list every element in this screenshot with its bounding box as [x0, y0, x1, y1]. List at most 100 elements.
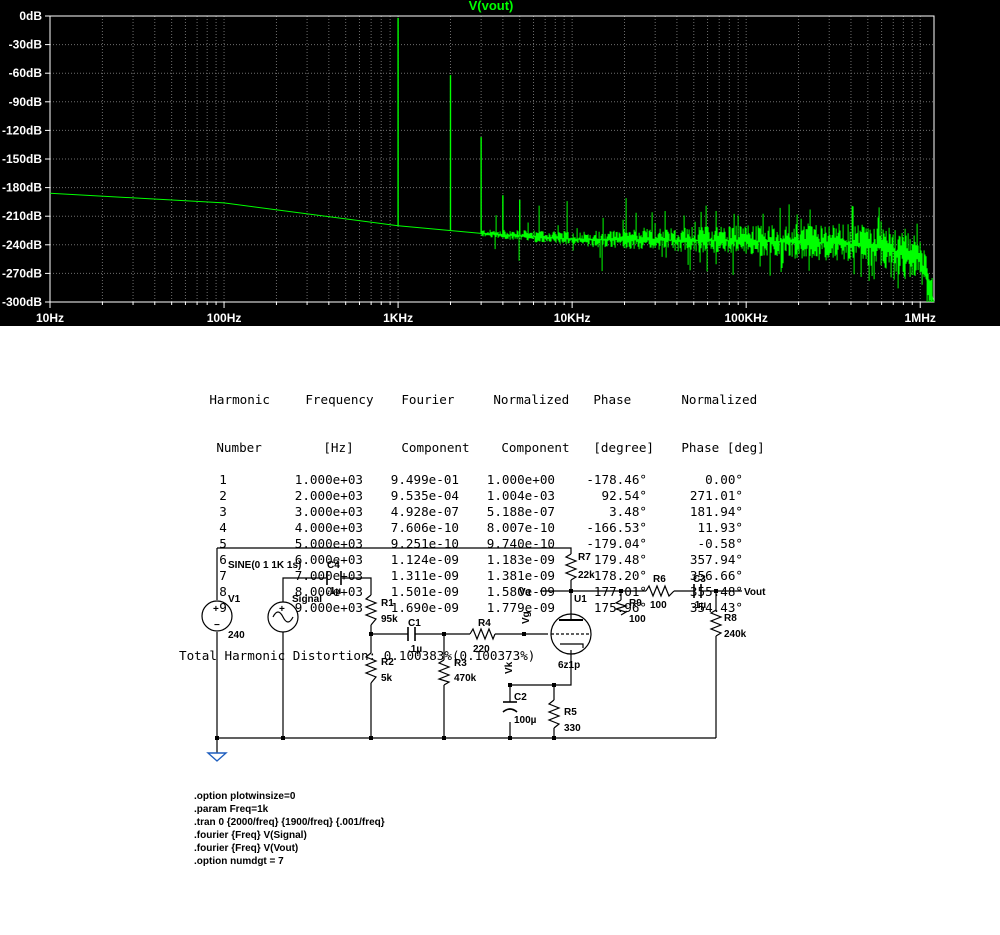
table-cell: 1.501e-09 [390, 584, 459, 599]
x-tick-label: 100Hz [207, 311, 242, 325]
source-symbols: + − + [201, 600, 299, 633]
table-cell: 1.779e-09 [486, 600, 555, 615]
r2-symbol [364, 652, 378, 684]
resistor-symbols [364, 553, 723, 729]
c1-name: C1 [408, 618, 421, 629]
plot-grid [45, 15, 935, 308]
directive-line: .option numdgt = 7 [194, 856, 284, 867]
table-cell: 7.606e-10 [390, 520, 459, 535]
table-cell: 1.690e-09 [390, 600, 459, 615]
junction-dots [215, 589, 718, 740]
table-row: 3 3.000e+03 4.928e-07 5.188e-07 3.48° 181.94° [179, 504, 781, 520]
table-cell: 3.48° [609, 504, 647, 519]
r5-name: R5 [564, 707, 577, 718]
r4-value: 220 [473, 644, 490, 655]
table-row: 88.000e+031.501e-091.580e-09177.01°355.4… [179, 584, 781, 600]
directive-line: .tran 0 {2000/freq} {1900/freq} {.001/fr… [194, 817, 385, 828]
table-header-row-2: Number [Hz] Component Component [degree] Phas… [179, 424, 781, 455]
r1-name: R1 [381, 598, 394, 609]
x-axis-ticks: 10Hz 100Hz 1KHz 10KHz 100KHz 1MHz [36, 311, 936, 325]
table-cell: 178.20° [593, 568, 647, 583]
header-cell: Phase [deg] [681, 440, 765, 455]
x-tick-label: 10Hz [36, 311, 64, 325]
table-cell: 1.124e-09 [390, 552, 459, 567]
r3-symbol [437, 659, 451, 686]
table-cell: -166.53° [586, 520, 647, 535]
table-cell: 9.740e-10 [486, 536, 555, 551]
table-cell: 8.007e-10 [486, 520, 555, 535]
table-cell: 1.183e-09 [486, 552, 555, 567]
y-tick-label: -30dB [9, 38, 43, 52]
r5-value: 330 [564, 723, 581, 734]
table-cell: 3.000e+03 [294, 504, 363, 519]
x-tick-label: 100KHz [724, 311, 767, 325]
fourier-results-table: Harmonic Frequency Fourier Normalized Phase N… [179, 344, 781, 680]
c4-value: .1µ [327, 586, 341, 597]
c2-value: 100µ [514, 715, 537, 726]
y-tick-label: -270dB [2, 266, 42, 280]
table-cell: 5.000e+03 [294, 536, 363, 551]
r7-value: 22k [578, 570, 595, 581]
table-cell: 9.499e-01 [390, 472, 459, 487]
r9-value: 100 [629, 614, 646, 625]
table-cell: 1.000e+00 [486, 472, 555, 487]
table-cell: 8.000e+03 [294, 584, 363, 599]
y-tick-label: -90dB [9, 95, 43, 109]
directive-line: .param Freq=1k [194, 804, 269, 815]
header-cell: Normalized [681, 392, 758, 407]
header-cell: Component [501, 440, 570, 455]
r1-symbol [364, 594, 378, 626]
v1-symbol [201, 600, 233, 632]
table-cell: 357.94° [689, 552, 743, 567]
table-row: 1 1.000e+03 9.499e-01 1.000e+00 -178.46° 0.00… [179, 472, 781, 488]
table-cell: 11.93° [697, 520, 744, 535]
x-tick-label: 1MHz [905, 311, 936, 325]
header-cell: Harmonic [209, 392, 271, 407]
r4-symbol [469, 627, 496, 641]
table-cell: 4.000e+03 [294, 520, 363, 535]
table-cell: 179.48° [593, 552, 647, 567]
table-cell: 6 [219, 552, 227, 567]
y-tick-label: -120dB [2, 123, 42, 137]
va-net-label: Va [519, 587, 531, 598]
table-cell: 6.000e+03 [294, 552, 363, 567]
directive-line: .fourier {Freq} V(Signal) [194, 830, 307, 841]
table-cell: 2 [219, 488, 227, 503]
header-cell: Normalized [493, 392, 570, 407]
u1-name: U1 [574, 594, 587, 605]
table-cell: 3 [219, 504, 227, 519]
header-cell: Phase [593, 392, 632, 407]
spectrum-plot-panel: V(vout) 0dB -30dB -60dB -90dB -120dB -150dB -1… [0, 0, 1000, 326]
table-cell: 2.000e+03 [294, 488, 363, 503]
x-tick-label: 10KHz [554, 311, 591, 325]
r8-symbol [709, 609, 723, 637]
r4-name: R4 [478, 618, 491, 629]
table-cell: 9.251e-10 [390, 536, 459, 551]
table-cell: 1.580e-09 [486, 584, 555, 599]
table-cell: 7.000e+03 [294, 568, 363, 583]
harmonic-peaks [397, 17, 521, 236]
r6-value: 100 [650, 600, 667, 611]
table-cell: 1 [219, 472, 227, 487]
y-tick-label: -210dB [2, 209, 42, 223]
table-row: 5 5.000e+03 9.251e-10 9.740e-10 -179.04° -0.5… [179, 536, 781, 552]
c3-value: .1µ [692, 600, 706, 611]
triode-u1-symbol [550, 610, 592, 655]
r1-value: 95k [381, 614, 398, 625]
vg-net-label: Vg [521, 611, 532, 624]
directive-line: .fourier {Freq} V(Vout) [194, 843, 299, 854]
r2-value: 5k [381, 673, 393, 684]
table-header-row-1: Harmonic Frequency Fourier Normalized Phase N… [179, 376, 781, 407]
vout-net-label: Vout [744, 587, 766, 598]
v1-value: 240 [228, 630, 245, 641]
table-row: 2 2.000e+03 9.535e-04 1.004e-03 92.54° 271.01… [179, 488, 781, 504]
header-cell: [degree] [593, 440, 655, 455]
y-tick-label: -180dB [2, 181, 42, 195]
svg-text:+: + [279, 604, 285, 615]
table-cell: 4.928e-07 [390, 504, 459, 519]
table-cell: 181.94° [689, 504, 743, 519]
r6-symbol [645, 584, 675, 598]
table-cell: 271.01° [689, 488, 743, 503]
y-tick-label: -240dB [2, 238, 42, 252]
c1-value: .1µ [408, 644, 422, 655]
